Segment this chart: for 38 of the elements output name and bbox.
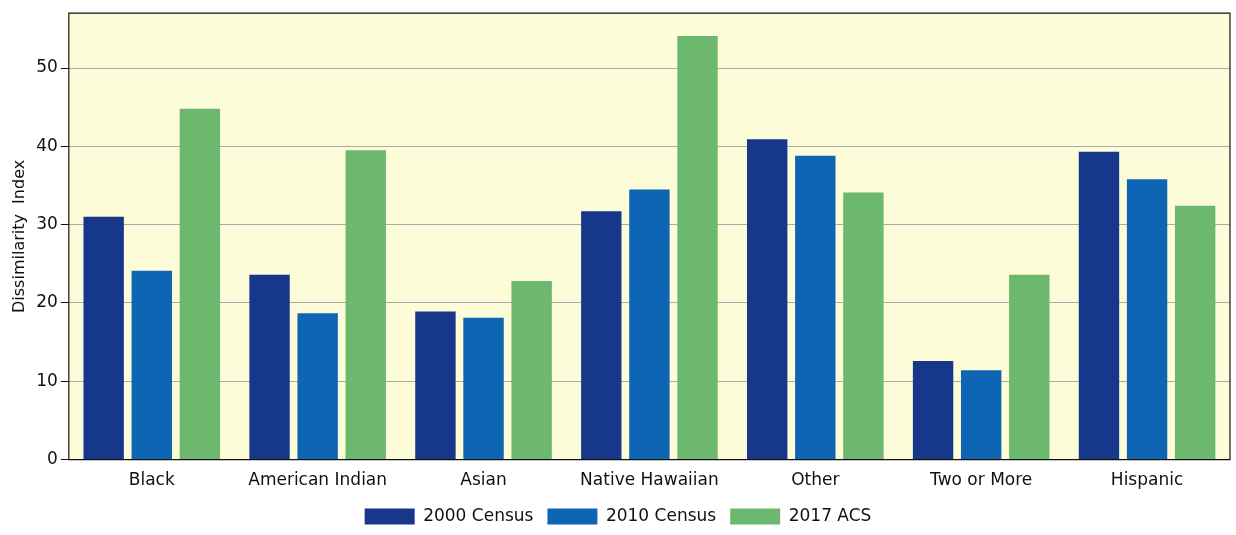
y-tick-label: 50: [36, 56, 58, 77]
y-tick-label: 0: [47, 448, 58, 469]
bar: [1009, 274, 1050, 460]
x-tick-label: American Indian: [248, 469, 388, 490]
y-axis-title: Dissimilarity Index: [8, 159, 28, 313]
bar: [795, 155, 836, 460]
x-tick-label: Asian: [460, 469, 507, 490]
y-tick-label: 10: [36, 369, 58, 390]
bar: [345, 150, 386, 460]
bar: [1174, 205, 1216, 460]
bar: [463, 317, 504, 460]
bar: [297, 313, 338, 460]
x-tick-label: Hispanic: [1110, 469, 1184, 490]
y-tick-label: 30: [36, 213, 58, 234]
bar: [677, 35, 718, 460]
bar: [83, 216, 124, 460]
x-tick-label: Other: [791, 469, 840, 490]
bar: [581, 211, 622, 460]
bar: [960, 370, 1002, 460]
bar: [1078, 151, 1120, 460]
x-tick-label: Two or More: [929, 469, 1033, 490]
bar: [179, 108, 221, 460]
bar: [629, 189, 670, 460]
bar: [912, 360, 954, 460]
x-tick-label: Black: [128, 469, 175, 490]
legend-label: 2017 ACS: [788, 504, 872, 525]
bar: [1126, 179, 1168, 460]
bar: [511, 281, 552, 460]
legend-label: 2010 Census: [605, 504, 717, 525]
bar: [249, 274, 290, 460]
bar: [843, 192, 884, 460]
legend-label: 2000 Census: [423, 504, 534, 525]
x-tick-label: Native Hawaiian: [580, 469, 719, 490]
y-tick-label: 20: [36, 291, 58, 312]
bar: [746, 139, 788, 460]
y-tick-label: 40: [36, 134, 58, 155]
bar: [415, 311, 456, 460]
bar: [131, 270, 172, 460]
